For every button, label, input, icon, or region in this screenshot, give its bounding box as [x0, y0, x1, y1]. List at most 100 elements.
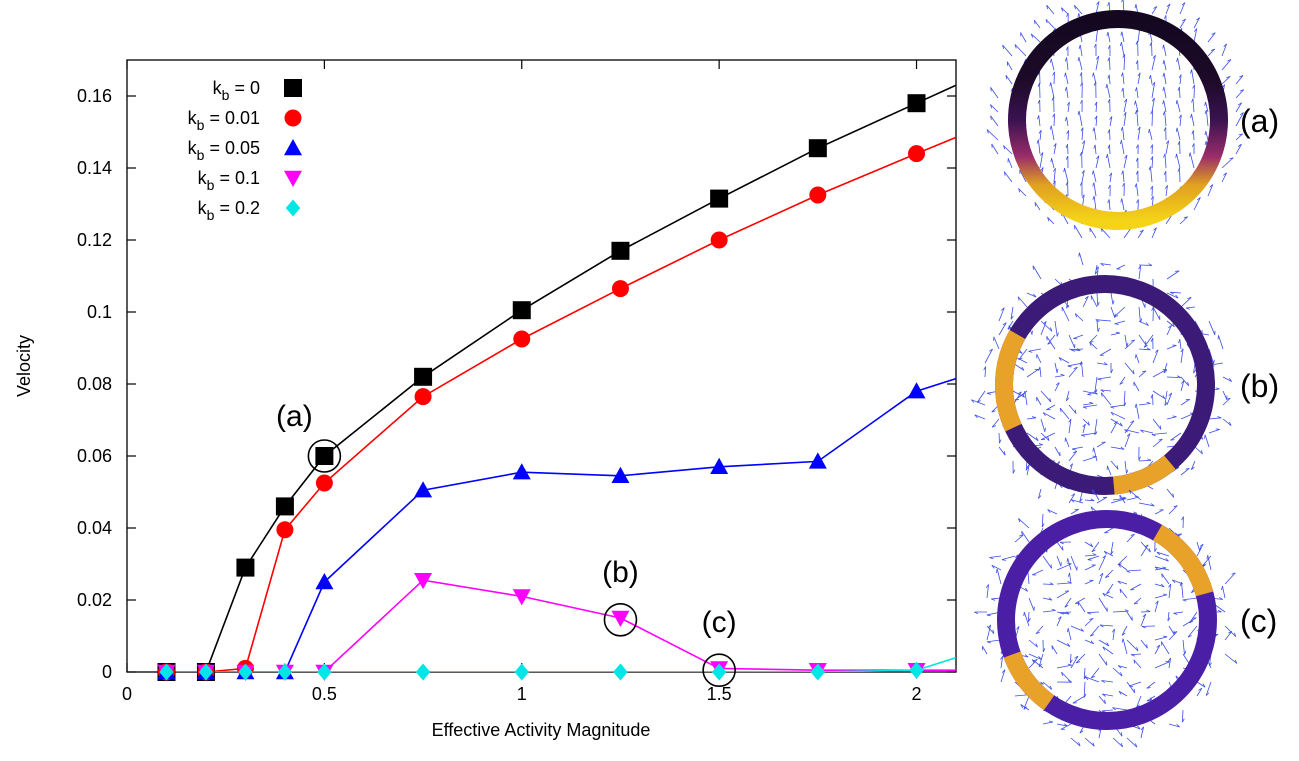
arrow-head: [1110, 369, 1114, 374]
arrow: [1176, 100, 1181, 113]
ring: [997, 510, 1217, 730]
arrow: [1100, 227, 1111, 239]
arrow-head: [1228, 378, 1232, 382]
arrow: [990, 104, 999, 113]
arrow-head: [1087, 559, 1092, 561]
arrow: [1093, 447, 1098, 462]
arrow-head: [1194, 28, 1198, 32]
arrow-head: [1068, 418, 1072, 423]
arrow-head: [1178, 74, 1182, 79]
arrow-head: [1162, 86, 1165, 91]
arrow-head: [1149, 42, 1152, 47]
arrow: [1065, 390, 1070, 401]
arrow: [1193, 197, 1201, 211]
arrow-head: [1217, 609, 1222, 613]
arrow-head: [1074, 655, 1079, 659]
arrow: [1028, 639, 1038, 648]
arrow: [1066, 57, 1069, 71]
arrow-head: [1094, 115, 1098, 120]
arrow: [986, 625, 995, 634]
arrow: [1119, 588, 1128, 599]
arrow: [1078, 57, 1083, 71]
arrow: [1126, 569, 1142, 572]
arrow-head: [1066, 130, 1069, 135]
arrow: [1133, 597, 1142, 605]
arrow-head: [1107, 1, 1110, 6]
arrow: [1020, 704, 1030, 711]
arrow-head: [1082, 140, 1086, 144]
arrow-head: [1188, 152, 1191, 157]
arrow-head: [1173, 631, 1178, 634]
arrow: [1028, 348, 1042, 352]
arrow-head: [1134, 183, 1137, 188]
arrow-head: [1067, 663, 1072, 666]
arrow-head: [1132, 369, 1135, 375]
arrow-head: [1153, 6, 1158, 9]
arrow-head: [1146, 609, 1151, 613]
arrow-head: [987, 624, 991, 629]
arrow-head: [1137, 725, 1141, 730]
arrow: [1078, 110, 1083, 127]
arrow: [1135, 403, 1140, 420]
arrow-head: [1164, 401, 1168, 406]
arrow-head: [1108, 184, 1111, 189]
arrow-head: [1122, 54, 1126, 58]
arrow-head: [1181, 516, 1184, 521]
data-point: [414, 367, 433, 386]
arrow: [1065, 437, 1070, 448]
arrow: [1110, 411, 1126, 420]
arrow: [1056, 555, 1062, 567]
legend-marker: [284, 109, 302, 127]
arrow-head: [1079, 152, 1083, 157]
arrow-head: [1154, 349, 1159, 353]
arrow-head: [1036, 139, 1039, 144]
arrow: [1047, 217, 1055, 225]
arrow: [1087, 611, 1100, 614]
arrow-head: [990, 115, 992, 120]
arrow-head: [1064, 72, 1066, 77]
arrow: [1070, 499, 1084, 504]
arrow-head: [1146, 644, 1148, 649]
arrow-head: [1061, 546, 1064, 551]
arrow: [1021, 531, 1030, 543]
arrow: [1050, 58, 1055, 71]
data-point: [514, 663, 529, 681]
arrow-head: [1087, 612, 1092, 615]
arrow-head: [1150, 110, 1153, 115]
arrow-head: [1033, 20, 1036, 25]
arrow-head: [1114, 315, 1119, 318]
arrow: [1026, 368, 1039, 378]
arrow-head: [1107, 129, 1110, 134]
arrow: [1222, 390, 1228, 400]
arrow-head: [991, 598, 996, 601]
data-point: [710, 231, 728, 249]
arrow-head: [1037, 99, 1041, 104]
arrow: [1037, 139, 1041, 155]
data-point: [317, 663, 332, 681]
arrow-head: [1119, 42, 1122, 47]
arrow: [1151, 227, 1157, 239]
data-point: [611, 280, 629, 298]
y-axis-label: Velocity: [14, 335, 34, 397]
arrow-head: [1193, 369, 1197, 374]
arrow-head: [1126, 342, 1129, 347]
arrow-head: [1097, 378, 1102, 381]
arrow: [1166, 270, 1180, 280]
arrow: [1126, 533, 1135, 543]
arrow-head: [1002, 322, 1007, 326]
arrow: [1096, 496, 1108, 504]
arrow: [1084, 564, 1096, 571]
arrow: [1028, 653, 1042, 660]
arrow: [1154, 600, 1159, 613]
arrow: [1166, 320, 1175, 328]
arrow: [1128, 489, 1142, 501]
arrow-head: [1072, 448, 1077, 451]
arrow: [1123, 54, 1126, 71]
arrow-head: [1102, 646, 1106, 651]
arrow: [1014, 534, 1024, 543]
arrow-head: [1122, 496, 1127, 499]
arrow: [1023, 611, 1030, 627]
arrow: [1224, 625, 1237, 637]
arrow: [1154, 661, 1170, 669]
arrow-head: [1133, 511, 1138, 514]
